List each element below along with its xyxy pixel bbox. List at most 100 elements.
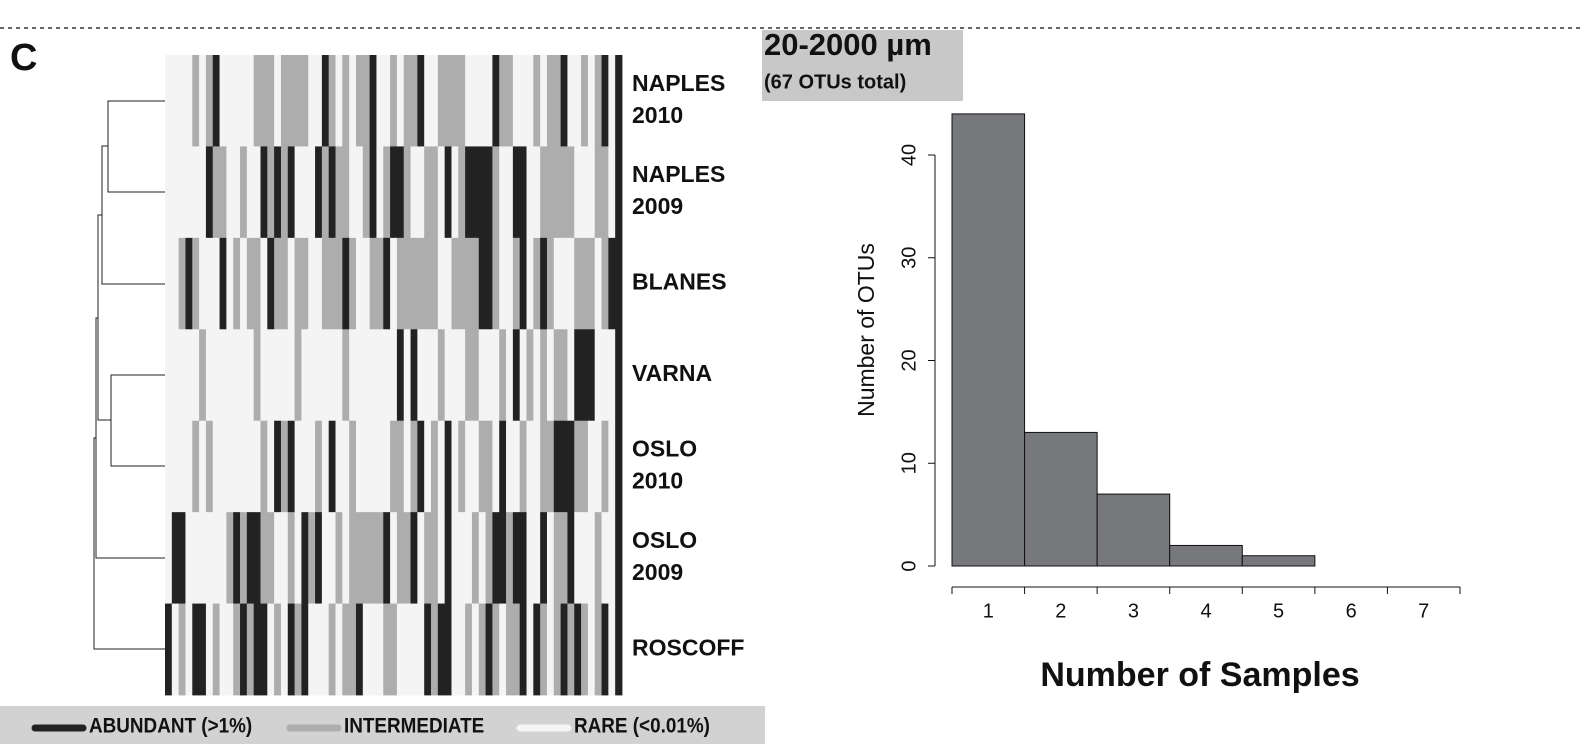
heatmap-cell — [587, 420, 596, 513]
row-label: 2009 — [632, 193, 683, 219]
heatmap-cell — [219, 237, 227, 330]
x-axis-title: Number of Samples — [1040, 656, 1359, 694]
title-box — [762, 30, 963, 101]
bar — [1169, 544, 1243, 567]
heatmap-cell — [192, 329, 200, 422]
heatmap-cell — [478, 329, 486, 422]
heatmap-cell — [485, 237, 493, 330]
heatmap-cell — [594, 420, 602, 513]
heatmap-cell — [274, 146, 282, 239]
heatmap-cell — [553, 237, 562, 330]
heatmap-cell — [396, 512, 405, 604]
row-label: 2010 — [632, 468, 683, 494]
heatmap-cell — [171, 237, 180, 330]
heatmap-cell — [349, 329, 357, 422]
heatmap-cell — [533, 603, 541, 696]
heatmap-cell — [301, 329, 309, 422]
heatmap-cell — [369, 146, 377, 239]
row-label: BLANES — [632, 269, 727, 295]
heatmap-cell — [390, 603, 398, 696]
heatmap-cell — [396, 55, 405, 147]
heatmap-cell — [417, 55, 425, 147]
heatmap-cell — [458, 55, 466, 147]
heatmap-cell — [165, 146, 173, 239]
heatmap-cell — [171, 420, 180, 513]
heatmap-cell — [274, 420, 282, 513]
heatmap-cell — [492, 420, 500, 513]
heatmap-cell — [587, 237, 596, 330]
heatmap-cell — [240, 237, 248, 330]
heatmap-cell — [444, 146, 452, 239]
heatmap-cell — [233, 237, 241, 330]
heatmap-cell — [165, 237, 173, 330]
heatmap-cell — [615, 55, 623, 147]
heatmap-cell — [444, 237, 452, 330]
heatmap-cell — [574, 329, 582, 422]
heatmap-cell — [431, 146, 439, 239]
x-tick-label: 4 — [1200, 600, 1211, 622]
heatmap-cell — [615, 420, 623, 513]
heatmap-cell — [199, 146, 207, 239]
heatmap-cell — [342, 512, 350, 604]
heatmap-cell — [315, 420, 323, 513]
x-tick-label: 1 — [983, 600, 994, 622]
heatmap-cell — [260, 603, 268, 696]
heatmap-cell — [581, 512, 589, 604]
heatmap-cell — [560, 603, 568, 696]
heatmap-cell — [608, 146, 616, 239]
heatmap-cell — [587, 603, 596, 696]
heatmap-cell — [444, 55, 452, 147]
bar — [951, 113, 1026, 567]
heatmap-cell — [267, 146, 275, 239]
heatmap-cell — [328, 55, 336, 147]
heatmap-cell — [165, 55, 173, 147]
heatmap-cell — [212, 512, 220, 604]
heatmap-cell — [601, 603, 609, 696]
heatmap-cell — [315, 237, 323, 330]
heatmap-cell — [205, 146, 214, 239]
heatmap-cell — [615, 146, 623, 239]
bar — [1096, 493, 1171, 567]
heatmap-cell — [581, 603, 589, 696]
heatmap-cell — [587, 146, 596, 239]
heatmap-cell — [431, 420, 439, 513]
heatmap-cell — [253, 603, 261, 696]
chart-subtitle: (67 OTUs total) — [764, 71, 906, 93]
heatmap-cell — [540, 420, 548, 513]
heatmap-cell — [581, 237, 589, 330]
heatmap-cell — [362, 329, 371, 422]
heatmap-cell — [294, 603, 302, 696]
heatmap-cell — [246, 237, 255, 330]
heatmap-cell — [533, 329, 541, 422]
heatmap-cell — [417, 603, 425, 696]
heatmap-cell — [560, 512, 568, 604]
heatmap-cell — [546, 329, 555, 422]
heatmap-cell — [410, 420, 418, 513]
heatmap-cell — [192, 146, 200, 239]
heatmap-cell — [335, 603, 343, 696]
heatmap-cell — [492, 55, 500, 147]
panel-label: C — [10, 37, 37, 79]
heatmap-cell — [451, 146, 459, 239]
heatmap-cell — [301, 512, 309, 604]
heatmap-cell — [437, 146, 446, 239]
heatmap-cell — [465, 329, 473, 422]
heatmap-cell — [431, 603, 439, 696]
heatmap-cell — [526, 603, 534, 696]
heatmap-cell — [424, 55, 432, 147]
heatmap-cell — [192, 512, 200, 604]
heatmap-cell — [451, 512, 459, 604]
heatmap-cell — [233, 55, 241, 147]
heatmap-cell — [328, 420, 336, 513]
heatmap-cell — [506, 329, 514, 422]
heatmap-cell — [485, 55, 493, 147]
chart-title: 20-2000 µm — [764, 27, 932, 62]
heatmap-cell — [267, 512, 275, 604]
heatmap-cell — [369, 420, 377, 513]
heatmap-cell — [594, 329, 602, 422]
heatmap-cell — [205, 512, 214, 604]
heatmap-cell — [369, 237, 377, 330]
heatmap-cell — [212, 603, 220, 696]
row-label: ROSCOFF — [632, 634, 744, 660]
heatmap-cell — [369, 329, 377, 422]
